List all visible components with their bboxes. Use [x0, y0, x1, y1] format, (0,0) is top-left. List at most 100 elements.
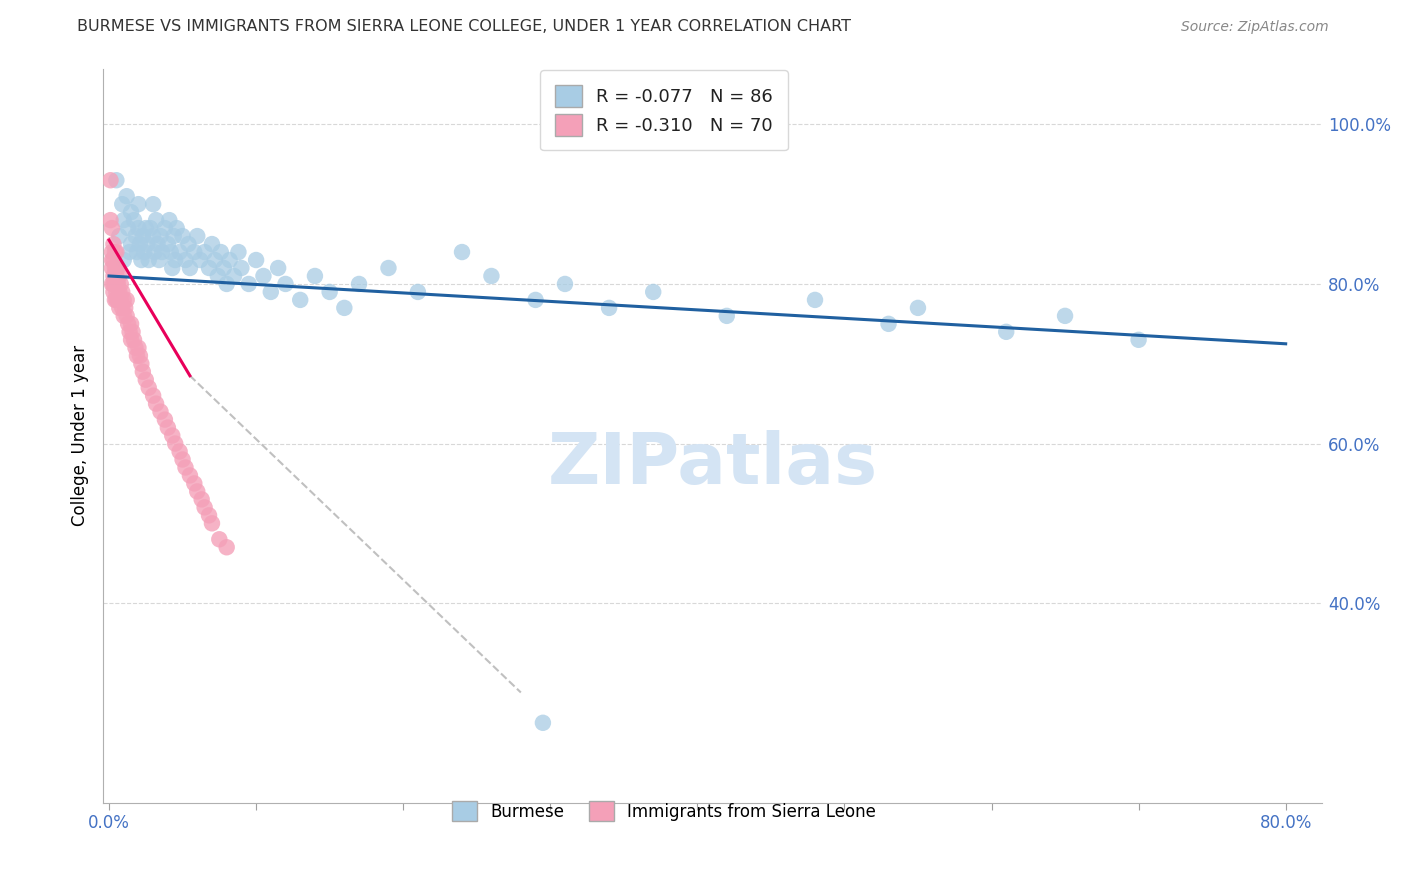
Point — [149, 229, 172, 244]
Point — [139, 221, 162, 235]
Point — [103, 252, 125, 267]
Point — [125, 349, 148, 363]
Point — [111, 285, 134, 299]
Point — [163, 229, 186, 244]
Point — [115, 293, 138, 307]
Point — [122, 213, 145, 227]
Point — [186, 229, 208, 244]
Point — [108, 268, 131, 283]
Point — [208, 533, 231, 547]
Point — [531, 715, 554, 730]
Point — [267, 260, 290, 275]
Point — [105, 268, 128, 283]
Point — [207, 268, 229, 283]
Point — [108, 301, 131, 315]
Point — [132, 365, 155, 379]
Point — [117, 317, 139, 331]
Point — [145, 213, 167, 227]
Point — [1128, 333, 1150, 347]
Point — [643, 285, 665, 299]
Point — [120, 205, 142, 219]
Point — [108, 229, 131, 244]
Point — [118, 245, 141, 260]
Point — [129, 237, 152, 252]
Point — [162, 260, 184, 275]
Point — [179, 260, 201, 275]
Point — [100, 213, 122, 227]
Point — [201, 237, 224, 252]
Point — [169, 245, 191, 260]
Point — [112, 252, 135, 267]
Point — [451, 245, 474, 260]
Point — [150, 245, 173, 260]
Point — [111, 301, 134, 315]
Point — [215, 277, 238, 291]
Point — [406, 285, 429, 299]
Point — [157, 213, 180, 227]
Point — [260, 285, 283, 299]
Point — [907, 301, 929, 315]
Point — [209, 245, 232, 260]
Point — [103, 277, 125, 291]
Text: ZIPatlas: ZIPatlas — [548, 431, 877, 500]
Point — [114, 301, 136, 315]
Point — [481, 268, 503, 283]
Point — [101, 221, 124, 235]
Point — [148, 252, 170, 267]
Point — [245, 252, 267, 267]
Point — [347, 277, 370, 291]
Point — [153, 412, 176, 426]
Point — [104, 277, 127, 291]
Point — [190, 492, 212, 507]
Point — [120, 237, 142, 252]
Point — [129, 349, 152, 363]
Point — [112, 309, 135, 323]
Point — [142, 197, 165, 211]
Point — [131, 252, 153, 267]
Point — [166, 221, 188, 235]
Point — [165, 252, 187, 267]
Point — [120, 333, 142, 347]
Point — [188, 252, 211, 267]
Point — [127, 221, 149, 235]
Point — [120, 317, 142, 331]
Point — [524, 293, 547, 307]
Point — [107, 260, 129, 275]
Point — [101, 260, 124, 275]
Point — [174, 252, 197, 267]
Point — [142, 229, 165, 244]
Point — [101, 245, 124, 260]
Point — [204, 252, 226, 267]
Point — [127, 197, 149, 211]
Point — [169, 444, 191, 458]
Text: Source: ZipAtlas.com: Source: ZipAtlas.com — [1181, 21, 1329, 34]
Point — [143, 245, 166, 260]
Point — [228, 245, 250, 260]
Point — [138, 381, 160, 395]
Point — [127, 341, 149, 355]
Point — [138, 252, 160, 267]
Y-axis label: College, Under 1 year: College, Under 1 year — [72, 345, 89, 526]
Point — [103, 268, 125, 283]
Text: BURMESE VS IMMIGRANTS FROM SIERRA LEONE COLLEGE, UNDER 1 YEAR CORRELATION CHART: BURMESE VS IMMIGRANTS FROM SIERRA LEONE … — [77, 20, 851, 34]
Point — [131, 357, 153, 371]
Point — [554, 277, 576, 291]
Point — [110, 277, 132, 291]
Point — [716, 309, 738, 323]
Point — [156, 237, 179, 252]
Point — [118, 325, 141, 339]
Point — [238, 277, 260, 291]
Point — [333, 301, 356, 315]
Point — [149, 404, 172, 418]
Point — [183, 245, 205, 260]
Point — [124, 229, 146, 244]
Point — [112, 213, 135, 227]
Point — [122, 333, 145, 347]
Point — [186, 484, 208, 499]
Point — [304, 268, 326, 283]
Point — [318, 285, 340, 299]
Point — [172, 452, 194, 467]
Point — [995, 325, 1018, 339]
Point — [177, 237, 200, 252]
Point — [174, 460, 197, 475]
